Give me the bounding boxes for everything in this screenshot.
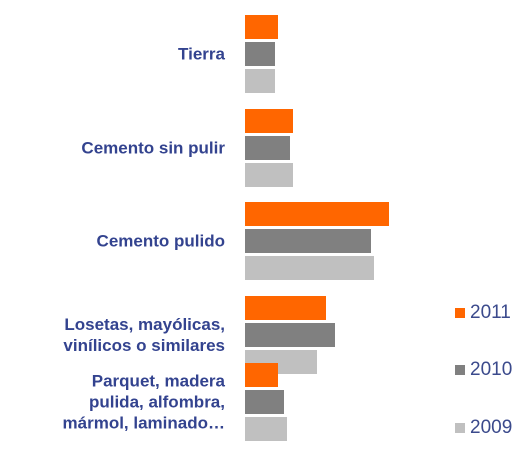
category-label: Losetas, mayólicas, vinílicos o similare… [63,315,225,355]
bar [245,296,326,320]
bar [245,202,389,226]
bar [245,136,290,160]
legend-swatch [455,308,465,318]
legend-swatch [455,365,465,375]
category-label: Parquet, madera pulida, alfombra, mármol… [62,371,225,433]
bar [245,229,371,253]
bar [245,163,293,187]
category-label: Tierra [178,44,225,64]
legend-label: 2011 [470,302,511,323]
category-label: Cemento sin pulir [81,138,225,158]
bar [245,390,284,414]
bar [245,15,278,39]
bar [245,69,275,93]
bar [245,417,287,441]
category-label: Cemento pulido [96,231,225,251]
bar [245,42,275,66]
bar [245,256,374,280]
bar [245,323,335,347]
legend-swatch [455,423,465,433]
bar [245,109,293,133]
legend-label: 2010 [470,359,512,380]
bar [245,363,278,387]
legend-label: 2009 [470,417,512,438]
